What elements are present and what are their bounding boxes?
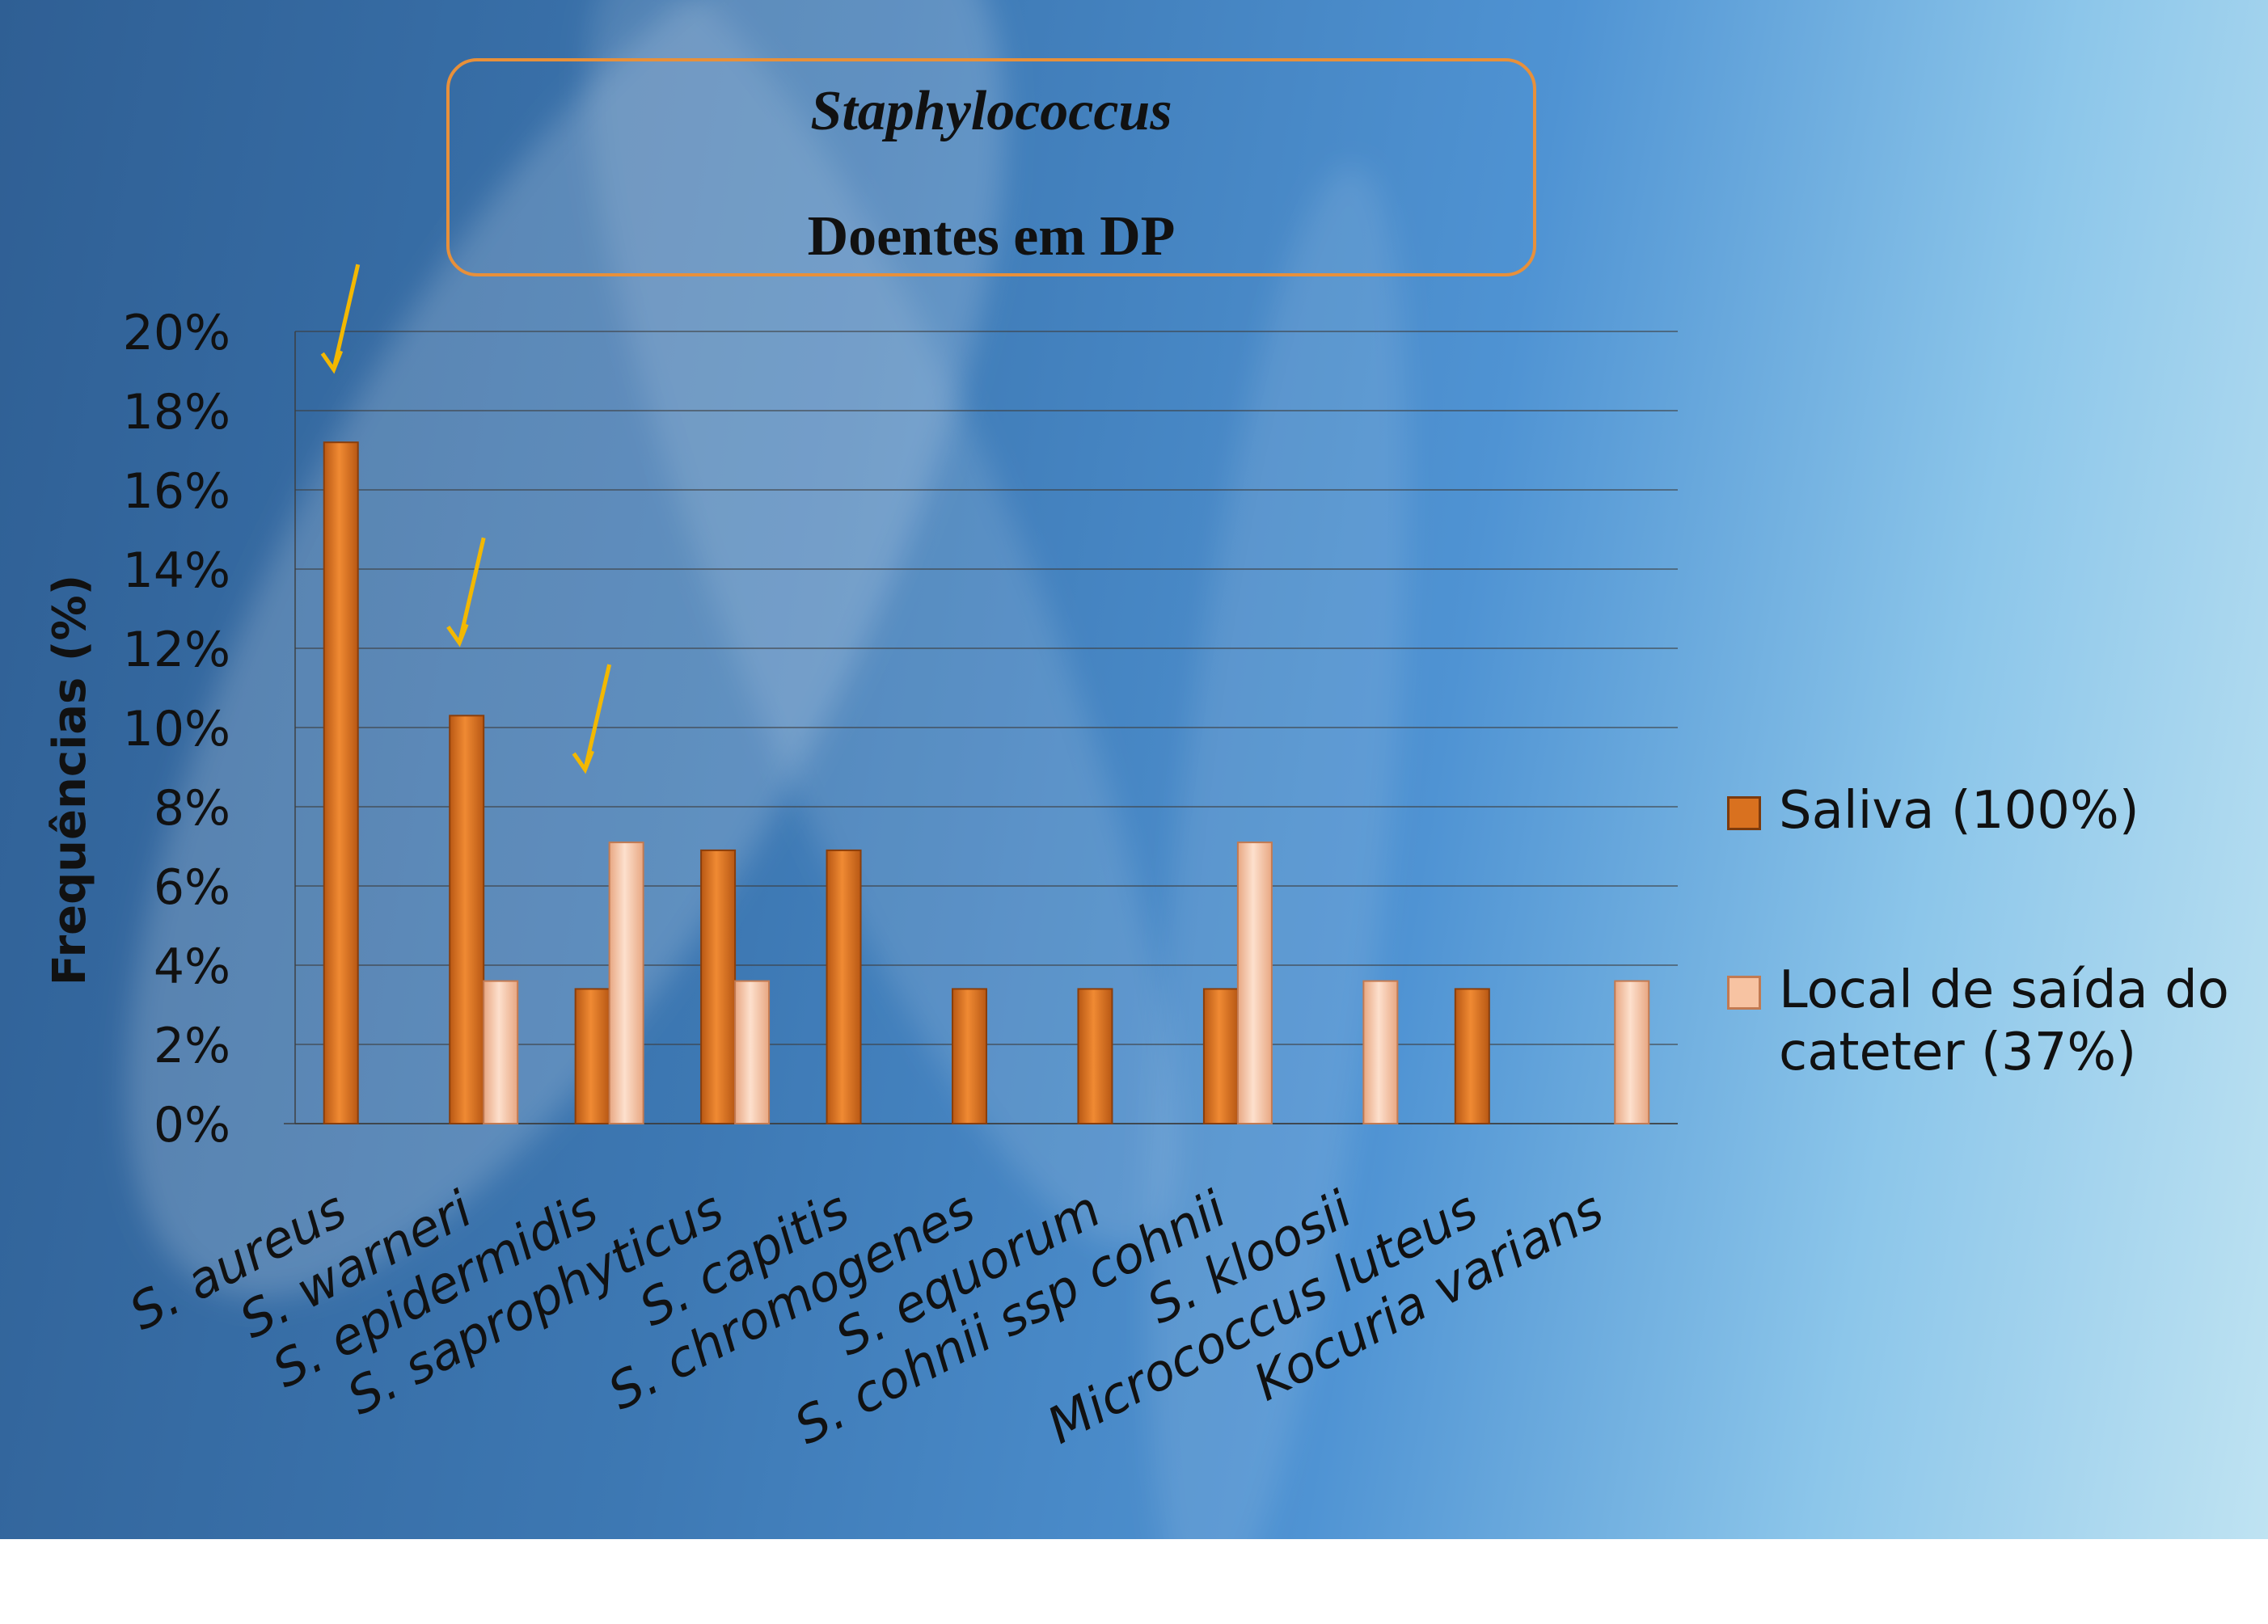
bar-catheter [483,980,519,1124]
y-tick-label: 20% [123,305,230,361]
y-tick-label: 18% [123,384,230,441]
legend-item-catheter: Local de saída do cateter (37%) [1727,960,2229,1084]
bar-saliva [1202,988,1239,1125]
legend-label-saliva: Saliva (100%) [1779,781,2139,841]
bar-saliva [574,988,610,1125]
bar-saliva [449,715,485,1124]
bar-saliva [700,849,737,1125]
chart-title: Staphylococcus [810,80,1172,142]
legend-label-catheter-line2: cateter (37%) [1779,1022,2137,1082]
y-tick-label: 2% [154,1018,230,1074]
legend-label-catheter-line1: Local de saída do [1779,960,2229,1020]
arrow-shaft [583,664,612,770]
arrow-head [572,750,594,774]
legend-swatch-catheter [1727,976,1761,1010]
bar-catheter [608,842,644,1124]
y-axis: 0% 2% 4% 6% 8% 10% 12% 14% 16% 18% 20% [123,305,1678,1154]
arrow-icon [320,264,361,374]
chart-subtitle: Doentes em DP [807,205,1176,268]
arrow-head [446,623,469,647]
bar-catheter [1362,980,1399,1124]
slide-background [0,0,2268,1539]
y-tick-label: 8% [154,780,230,837]
bar-saliva [323,441,359,1124]
legend-swatch-saliva [1727,796,1761,830]
annotation-arrows [320,264,612,774]
legend-label-catheter: Local de saída do cateter (37%) [1779,960,2229,1084]
bar-catheter [1236,842,1273,1124]
bar-saliva [952,988,987,1125]
bar-saliva [1077,988,1113,1125]
arrow-shaft [332,264,361,370]
arrow-shaft [457,537,486,643]
y-tick-label: 10% [123,701,230,757]
bar-catheter [734,980,771,1124]
y-tick-label: 0% [154,1097,230,1154]
y-tick-label: 12% [123,622,230,678]
legend-item-saliva: Saliva (100%) [1727,780,2139,842]
arrow-head [320,350,344,374]
y-tick-label: 4% [154,939,230,995]
bar-saliva [826,849,862,1125]
arrow-icon [572,664,612,774]
bar-saliva [1454,988,1490,1125]
y-axis-label: Frequências (%) [44,575,96,985]
bars [323,441,1650,1125]
y-tick-label: 6% [154,859,230,916]
y-tick-label: 14% [123,542,230,599]
y-tick-label: 16% [123,463,230,520]
bar-chart: 0% 2% 4% 6% 8% 10% 12% 14% 16% 18% 20% S. aureusS.… [44,264,1678,1457]
title-frame [446,58,1536,276]
arrow-icon [446,537,486,647]
bar-catheter [1614,980,1650,1124]
